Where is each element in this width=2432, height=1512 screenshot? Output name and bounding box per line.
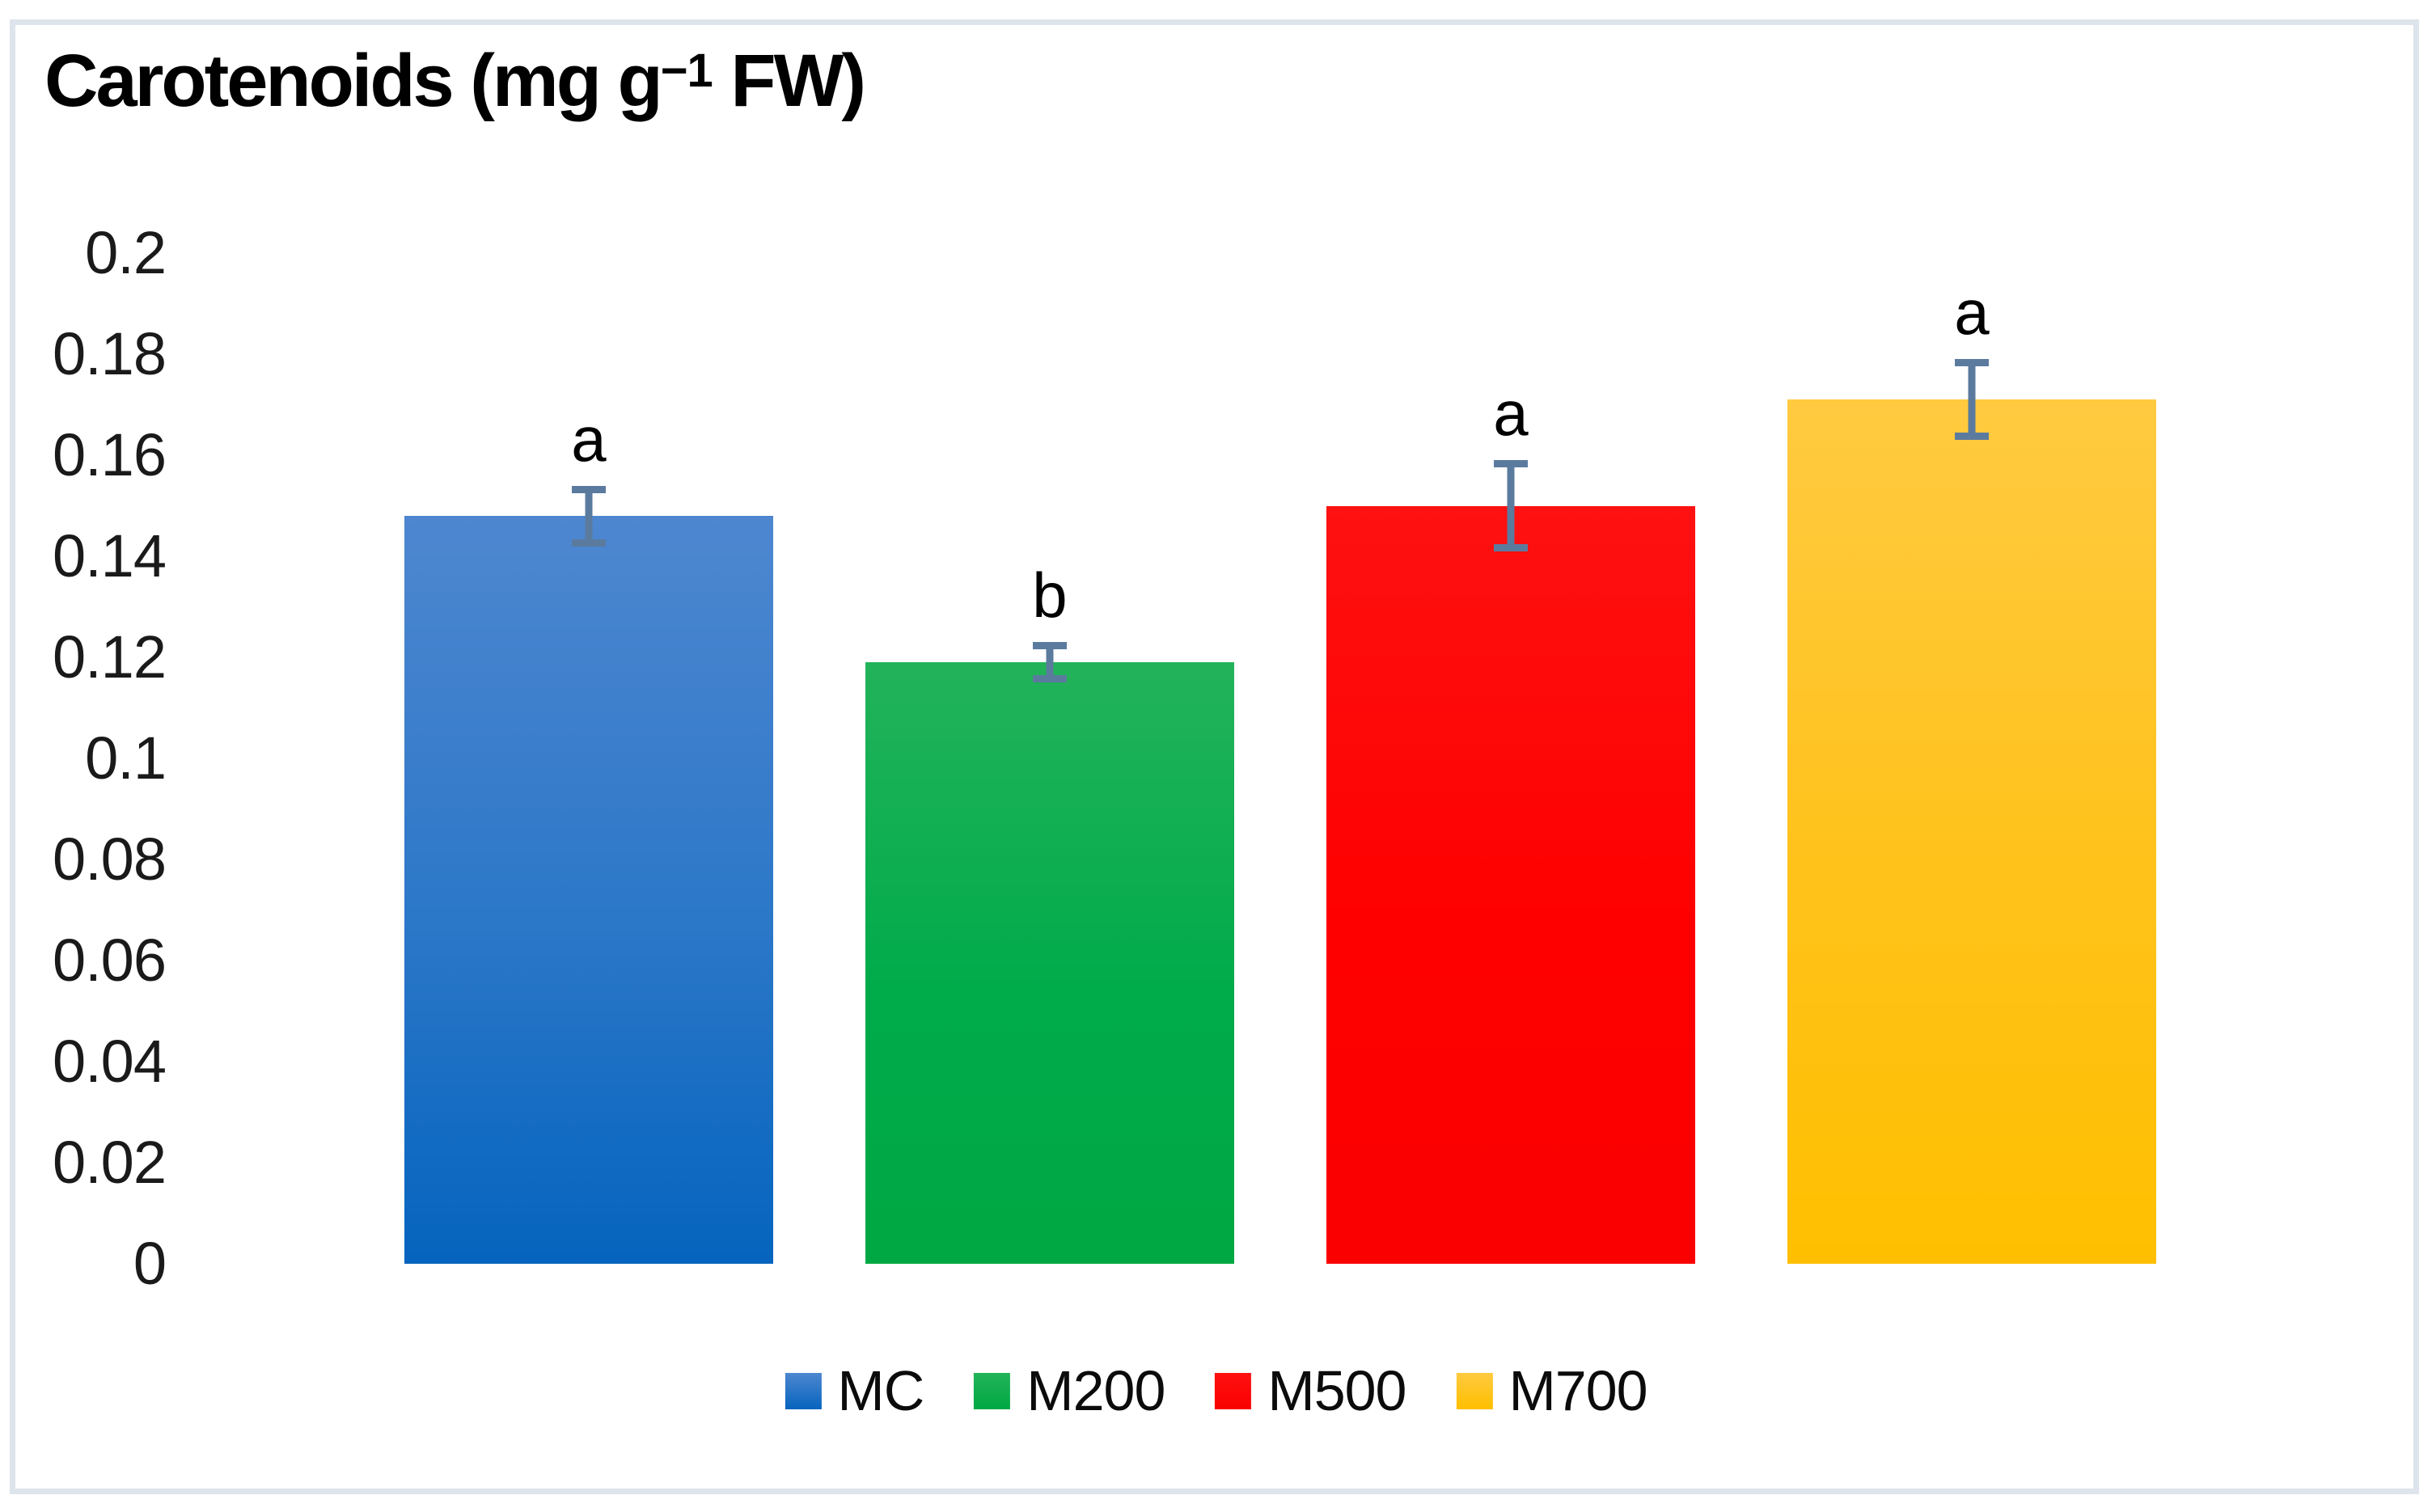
error-bar-part [1968,359,1976,441]
y-axis-tick-label: 0.12 [52,623,167,691]
error-bar-m500 [1494,460,1528,551]
error-bar-part [1955,359,1989,367]
legend-swatch-m200 [974,1372,1011,1409]
error-bar-part [1494,543,1528,551]
legend-label: M700 [1508,1359,1647,1422]
y-axis-tick-label: 0.1 [85,724,167,792]
significance-letter: b [1032,560,1068,631]
error-bar-part [585,485,593,547]
y-axis-tick-label: 0.14 [52,522,167,589]
legend-item-m200: M200 [974,1359,1165,1422]
legend-swatch-m500 [1215,1372,1252,1409]
error-bar-mc [572,485,606,547]
legend-item-mc: MC [785,1359,924,1422]
chart-title-suffix: FW) [712,40,866,122]
bar-mc [404,516,773,1264]
error-bar-part [572,485,606,493]
legend-label: MC [837,1359,924,1422]
legend-swatch-m700 [1456,1372,1493,1409]
error-bar-part [1033,642,1067,650]
plot-area: 0.2 0.18 0.16 0.14 0.12 0.1 0.08 0.06 0.04 0.02 0 a… [0,219,2432,1297]
chart-legend: MC M200 M500 M700 [785,1359,1648,1422]
error-bar-m200 [1033,642,1067,683]
bar-m700 [1787,399,2156,1264]
y-axis-tick-label: 0.16 [52,421,167,488]
error-bar-part [1033,675,1067,683]
significance-letter: a [1493,378,1529,450]
legend-label: M200 [1026,1359,1165,1422]
y-axis-tick-label: 0.02 [52,1129,167,1196]
legend-item-m700: M700 [1456,1359,1648,1422]
y-axis-tick-label: 0.06 [52,927,167,994]
error-bar-part [1507,460,1515,551]
chart-title: Carotenoids (mg g−1 FW) [44,39,866,124]
legend-item-m500: M500 [1215,1359,1406,1422]
error-bar-m700 [1955,359,1989,441]
error-bar-part [1494,460,1528,468]
error-bar-part [1955,433,1989,441]
error-bar-part [572,538,606,547]
significance-letter: a [1954,277,1990,348]
legend-swatch-mc [785,1372,822,1409]
y-axis-tick-label: 0 [133,1230,167,1297]
chart-title-prefix: Carotenoids (mg g [44,40,663,122]
y-axis-tick-label: 0.08 [52,826,167,893]
bar-m500 [1326,505,1695,1264]
y-axis-tick-label: 0.04 [52,1028,167,1095]
error-bar-part [1046,642,1054,683]
chart-title-superscript: −1 [660,44,713,97]
significance-letter: a [571,403,607,475]
y-axis-tick-label: 0.2 [85,219,167,286]
bar-m200 [865,662,1234,1264]
y-axis-tick-label: 0.18 [52,320,167,387]
legend-label: M500 [1267,1359,1406,1422]
